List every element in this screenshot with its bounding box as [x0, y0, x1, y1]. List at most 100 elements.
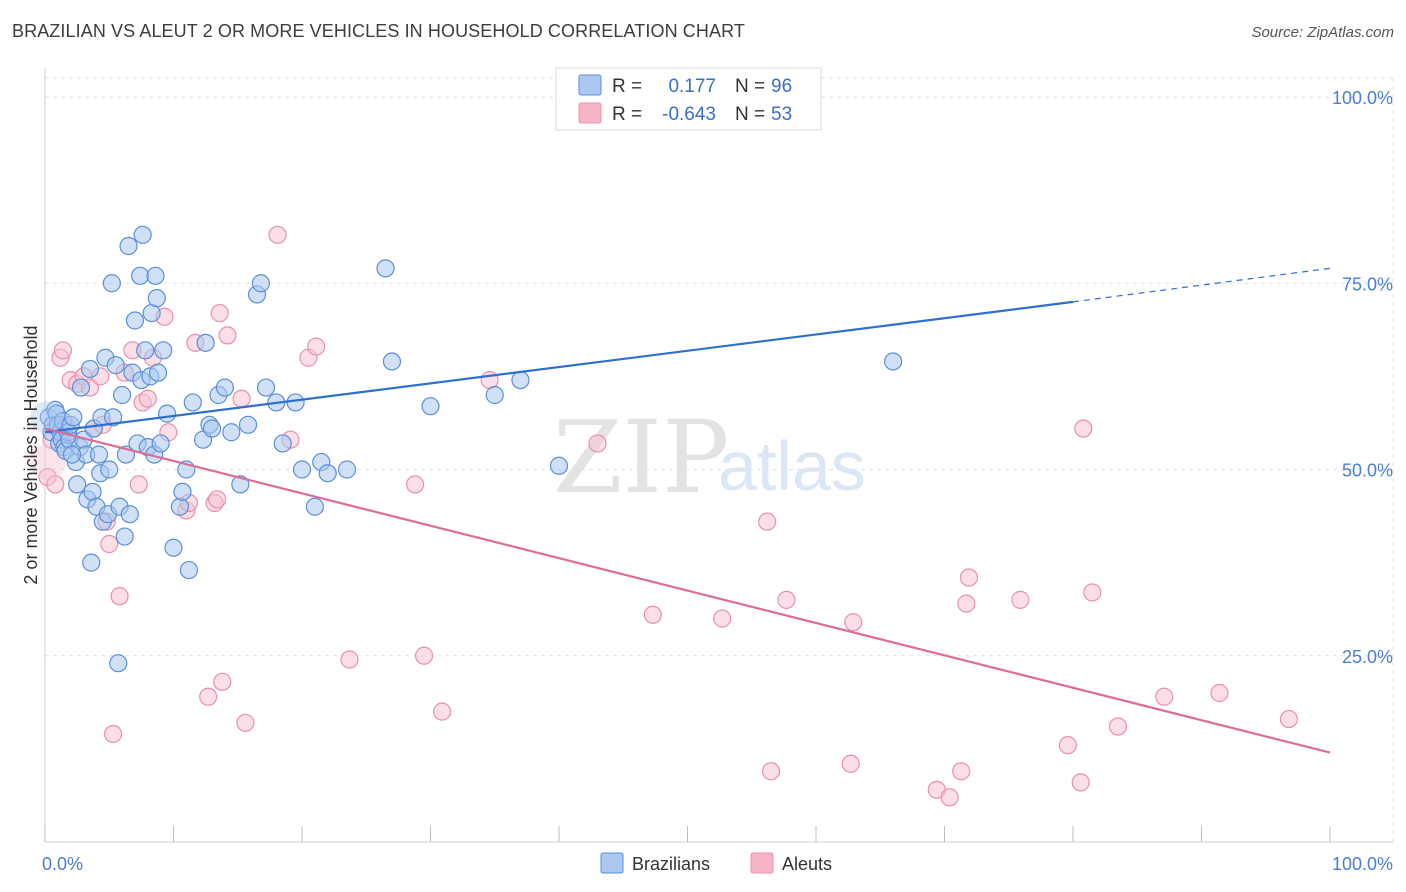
- brazilian-point: [80, 359, 100, 379]
- brazilian-point: [222, 423, 241, 442]
- aleut-point: [1083, 583, 1102, 602]
- brazilians-trend-extension: [1072, 267, 1331, 303]
- aleut-point: [841, 754, 860, 773]
- brazilian-point: [62, 445, 82, 464]
- aleut-point: [307, 337, 326, 356]
- brazilian-point: [231, 475, 250, 494]
- y-tick-label-75: 75.0%: [1342, 274, 1393, 294]
- bottom-legend-label-brazilians: Brazilians: [632, 854, 710, 874]
- legend-n-label-aleuts: N =: [735, 104, 765, 125]
- brazilian-point: [286, 393, 305, 412]
- brazilian-point: [179, 560, 199, 580]
- trend-lines: [44, 267, 1331, 754]
- brazilian-point: [318, 464, 337, 483]
- aleut-point: [199, 687, 218, 706]
- aleut-point: [414, 646, 434, 665]
- brazilians-points: [30, 225, 903, 673]
- brazilian-point: [109, 654, 128, 673]
- brazilian-point: [148, 363, 168, 382]
- brazilian-point: [106, 356, 125, 375]
- legend-n-value-aleuts: 53: [771, 104, 792, 125]
- brazilian-point: [130, 266, 150, 285]
- aleut-point: [1279, 709, 1298, 729]
- aleut-point: [1210, 683, 1229, 703]
- brazilian-point: [238, 415, 258, 434]
- brazilian-point: [292, 460, 312, 479]
- brazilians-trend-line: [44, 300, 1074, 434]
- brazilian-point: [376, 259, 395, 278]
- brazilian-point: [549, 456, 569, 475]
- aleut-point: [268, 225, 287, 244]
- bottom-legend-label-aleuts: Aleuts: [782, 854, 832, 874]
- brazilian-point: [151, 434, 170, 453]
- aleut-point: [232, 389, 251, 408]
- brazilian-point: [115, 527, 134, 546]
- aleut-point: [213, 672, 232, 691]
- legend-r-value-aleuts: -0.643: [662, 104, 716, 125]
- series-legend: Brazilians Aleuts: [600, 852, 832, 874]
- aleut-point: [1108, 717, 1128, 736]
- aleut-point: [218, 326, 237, 345]
- brazilian-point: [119, 236, 138, 256]
- aleut-point: [129, 475, 148, 494]
- aleut-point: [138, 389, 157, 408]
- y-tick-labels: 25.0% 50.0% 75.0% 100.0%: [1332, 88, 1393, 667]
- aleut-point: [952, 762, 971, 781]
- brazilian-point: [183, 393, 202, 412]
- brazilian-point: [421, 397, 440, 416]
- source-label: Source: ZipAtlas.com: [1251, 24, 1394, 41]
- x-tick-label-min: 0.0%: [42, 854, 83, 874]
- brazilian-point: [273, 434, 292, 453]
- brazilian-point: [71, 378, 91, 397]
- aleuts-points: [29, 225, 1298, 807]
- aleut-point: [1155, 687, 1174, 706]
- legend-r-value-brazilians: 0.177: [668, 76, 716, 97]
- brazilian-point: [256, 378, 276, 397]
- aleut-point: [210, 303, 229, 323]
- y-tick-label-50: 50.0%: [1342, 461, 1393, 481]
- brazilian-point: [125, 311, 145, 330]
- aleut-point: [110, 587, 129, 606]
- aleut-point: [940, 788, 959, 807]
- aleut-point: [588, 434, 607, 453]
- y-tick-label-100: 100.0%: [1332, 88, 1393, 108]
- brazilian-point: [120, 505, 139, 524]
- aleut-point: [844, 613, 863, 632]
- legend-r-label-aleuts: R =: [612, 104, 642, 125]
- brazilian-point: [173, 482, 192, 501]
- brazilian-point-cluster: [30, 401, 63, 434]
- bottom-legend-swatch-aleuts: [750, 852, 774, 874]
- aleut-point: [959, 568, 979, 587]
- aleut-point: [777, 590, 796, 609]
- legend-n-label-brazilians: N =: [735, 76, 765, 97]
- brazilian-point: [136, 341, 155, 360]
- aleut-point: [713, 609, 732, 628]
- aleut-point: [761, 762, 781, 781]
- brazilian-point: [382, 352, 402, 371]
- brazilian-point: [202, 419, 222, 438]
- aleut-point: [104, 724, 123, 744]
- bottom-legend-swatch-brazilians: [600, 852, 624, 874]
- aleut-point: [405, 475, 425, 494]
- aleut-point: [340, 650, 359, 669]
- aleut-point: [1011, 590, 1030, 609]
- legend-swatch-brazilians: [578, 74, 602, 96]
- brazilian-point: [154, 341, 173, 360]
- chart-title: BRAZILIAN VS ALEUT 2 OR MORE VEHICLES IN…: [12, 21, 745, 41]
- brazilian-point: [883, 352, 903, 371]
- aleut-point: [643, 605, 662, 624]
- brazilian-point: [164, 538, 183, 557]
- aleut-point: [957, 594, 976, 613]
- brazilian-point: [104, 408, 123, 427]
- aleut-point: [758, 512, 777, 531]
- brazilian-point: [82, 553, 101, 572]
- brazilian-point: [511, 371, 530, 390]
- aleut-point-cluster: [29, 444, 66, 481]
- brazilian-point: [196, 333, 215, 352]
- aleut-point: [1058, 736, 1077, 755]
- x-tick-label-max: 100.0%: [1332, 854, 1393, 874]
- watermark-zip: ZIP: [553, 399, 729, 516]
- brazilian-point: [102, 274, 121, 293]
- brazilian-point: [305, 497, 324, 516]
